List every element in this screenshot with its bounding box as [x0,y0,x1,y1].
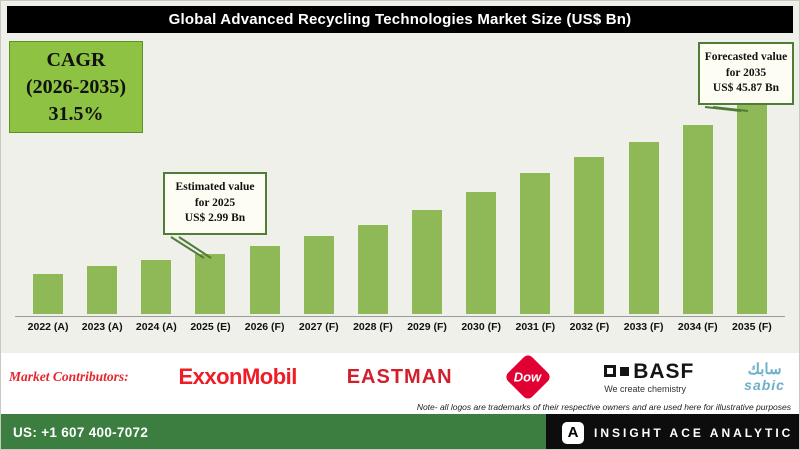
basf-tagline: We create chemistry [604,383,687,394]
basf-filled-square-icon [620,366,630,376]
sabic-logo: سابك sabic [744,362,785,392]
x-axis-label: 2026 (F) [244,321,285,333]
cagr-badge: CAGR (2026-2035) 31.5% [9,41,143,133]
bar-slot [75,33,129,314]
x-axis-label: 2035 (F) [732,321,772,333]
bar-slot [183,33,237,314]
forecasted-value-amount: US$ 45.87 Bn [712,82,780,95]
basf-logo-top: BASF [604,361,694,382]
bar-slot [725,33,779,314]
bar-slot [238,33,292,314]
contributors-row: Market Contributors: ExxonMobil EASTMAN … [1,352,799,402]
estimated-value-amount: US$ 2.99 Bn [184,212,246,225]
bar-slot [562,33,616,314]
x-axis-label: 2030 (F) [461,321,502,333]
x-axis-label: 2028 (F) [353,321,393,333]
insightace-logo-icon: A [562,421,584,444]
bar-slot [292,33,346,314]
dow-logo: Dow [502,352,554,402]
cagr-label: CAGR [46,48,106,71]
bar-2024A [141,260,172,314]
bar-2032F [574,157,605,314]
bar-slot [400,33,454,314]
dow-diamond-icon: Dow [504,352,553,402]
x-axis-label: 2032 (F) [569,321,610,333]
bar-2035F [736,104,767,314]
bars-row [21,33,779,314]
cagr-value: 31.5% [48,102,104,125]
estimated-value-callout: Estimated value for 2025 US$ 2.99 Bn [163,172,267,235]
cagr-period: (2026-2035) [26,75,126,98]
bar-2029F [412,210,443,314]
bar-2023A [87,266,118,314]
basf-logo: BASF We create chemistry [604,361,694,394]
forecasted-value-label: Forecasted value for 2035 [704,51,788,79]
bar-2034F [682,125,713,314]
footer-brand-name: INSIGHT ACE ANALYTIC [594,425,794,440]
bar-2030F [466,192,497,314]
bar-slot [508,33,562,314]
x-axis-label: 2031 (F) [515,321,556,333]
bar-2033F [628,142,659,314]
basf-logo-text: BASF [633,359,695,383]
bar-2025E [195,254,226,314]
x-axis-label: 2024 (A) [135,321,177,333]
exxonmobil-logo: ExxonMobil [178,364,297,389]
estimated-value-label: Estimated value for 2025 [175,181,255,209]
bar-2028F [357,225,388,314]
eastman-logo: EASTMAN [346,365,453,388]
bar-2022A [33,274,64,314]
x-axis-label: 2023 (A) [81,321,123,333]
x-axis-labels: 2022 (A) 2023 (A) 2024 (A) 2025 (E) 2026 (F)… [21,321,779,333]
x-axis-label: 2029 (F) [407,321,447,333]
footer-bar: US: +1 607 400-7072 A INSIGHT ACE ANALYT… [1,414,799,449]
dow-logo-text: Dow [514,369,543,385]
x-axis-label: 2033 (F) [623,321,664,333]
footer-phone: US: +1 607 400-7072 [1,414,546,449]
x-axis-label: 2025 (E) [190,321,231,333]
footer-brand-section: A INSIGHT ACE ANALYTIC [546,414,799,449]
market-contributors-label: Market Contributors: [9,369,129,384]
bar-slot [346,33,400,314]
x-axis-label: 2027 (F) [298,321,339,333]
x-axis-label: 2034 (F) [677,321,718,333]
sabic-arabic-text: سابك [747,360,782,378]
x-axis-baseline [15,316,785,317]
forecasted-value-callout: Forecasted value for 2035 US$ 45.87 Bn [698,42,794,105]
bar-slot [671,33,725,314]
page-title: Global Advanced Recycling Technologies M… [7,6,793,33]
bar-2027F [303,236,334,314]
bar-2031F [520,173,551,314]
bar-slot [617,33,671,314]
trademark-note: Note- all logos are trademarks of their … [416,402,791,412]
basf-outline-square-icon [604,365,617,377]
x-axis-label: 2022 (A) [27,321,69,333]
market-contributors-band: Market Contributors: ExxonMobil EASTMAN … [1,352,799,414]
sabic-latin-text: sabic [744,376,785,393]
bar-slot [454,33,508,314]
bar-slot [21,33,75,314]
bar-2026F [249,246,280,314]
bar-slot [129,33,183,314]
